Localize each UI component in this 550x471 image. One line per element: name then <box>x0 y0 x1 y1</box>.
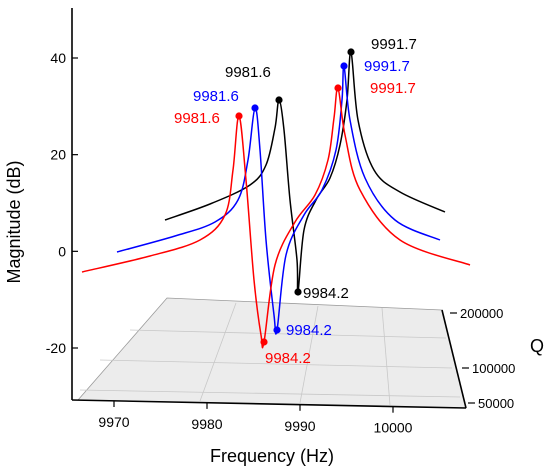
y-tick-label: 20 <box>50 147 66 163</box>
y-tick-label: 0 <box>58 243 66 259</box>
x-tick-label: 9990 <box>284 418 315 434</box>
x-tick-label: 9970 <box>98 414 129 430</box>
annotation-red-resonance: 9981.6 <box>174 110 220 127</box>
q-tick-label: 50000 <box>478 396 514 411</box>
x-axis-line <box>71 399 467 409</box>
annotation-black-antiresonance: 9984.2 <box>303 285 349 302</box>
series-line-q50000 <box>81 87 471 349</box>
q-axis-line <box>441 309 467 409</box>
y-ticks: -20 0 20 40 <box>46 50 78 356</box>
annotations: 9981.6 9981.6 9981.6 9991.7 9991.7 9991.… <box>174 36 417 367</box>
q-tick-label: 100000 <box>472 361 515 376</box>
peak-marker <box>235 112 243 120</box>
series-line-q200000 <box>164 51 446 294</box>
peak-marker <box>273 326 281 334</box>
x-ticks: 9970 9980 9990 10000 <box>98 401 413 436</box>
x-tick-label: 10000 <box>374 420 413 436</box>
annotation-black-resonance2: 9991.7 <box>371 36 417 53</box>
peak-marker <box>260 338 268 346</box>
annotation-red-antiresonance: 9984.2 <box>265 350 311 367</box>
peak-marker <box>340 62 348 70</box>
y-tick-label: -20 <box>46 340 66 356</box>
annotation-blue-resonance2: 9991.7 <box>364 58 410 75</box>
floor-grid-line <box>129 329 447 339</box>
curves <box>81 51 471 349</box>
series-line-q100000 <box>116 65 441 335</box>
peak-marker <box>275 96 283 104</box>
y-axis-title: Magnitude (dB) <box>4 160 24 283</box>
q-ticks: 50000 100000 200000 <box>450 306 515 411</box>
annotation-red-resonance2: 9991.7 <box>370 80 416 97</box>
peak-marker <box>347 48 355 56</box>
annotation-black-resonance: 9981.6 <box>225 64 271 81</box>
floor-grid-line <box>199 302 237 402</box>
q-axis-title: Q <box>530 336 544 356</box>
x-tick-label: 9980 <box>191 416 222 432</box>
x-axis-title: Frequency (Hz) <box>210 446 334 466</box>
floor-grid-line <box>299 305 319 404</box>
floor-grid-line <box>79 389 461 398</box>
peak-markers <box>235 48 355 346</box>
y-tick-label: 40 <box>50 50 66 66</box>
annotation-blue-resonance: 9981.6 <box>193 88 239 105</box>
floor-grid-line <box>381 307 391 406</box>
floor-grid-line <box>99 359 453 369</box>
q-tick-label: 200000 <box>460 306 503 321</box>
peak-marker <box>334 84 342 92</box>
peak-marker <box>251 104 259 112</box>
annotation-blue-antiresonance: 9984.2 <box>286 322 332 339</box>
peak-marker <box>294 288 302 296</box>
floor-grid <box>79 302 461 406</box>
